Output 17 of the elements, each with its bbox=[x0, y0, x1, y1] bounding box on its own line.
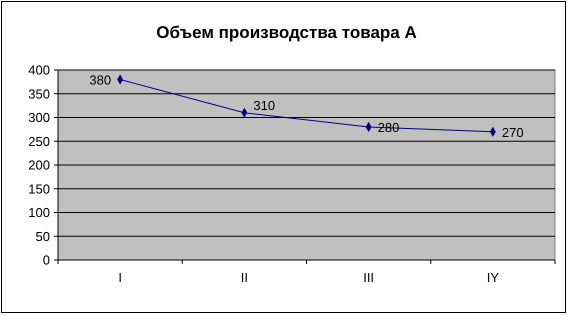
data-label: 270 bbox=[502, 124, 524, 140]
x-tick-label: I bbox=[118, 270, 122, 285]
y-tick-label: 0 bbox=[42, 252, 50, 268]
y-tick-label: 150 bbox=[28, 181, 50, 196]
x-tick-label: IY bbox=[486, 270, 500, 285]
x-tick-label: II bbox=[240, 270, 248, 285]
y-tick-label: 100 bbox=[28, 205, 50, 220]
data-label: 310 bbox=[253, 98, 276, 113]
y-tick-label: 350 bbox=[28, 86, 50, 102]
y-tick-label: 400 bbox=[28, 62, 50, 78]
y-tick-label: 250 bbox=[28, 134, 50, 149]
x-tick-label: III bbox=[363, 270, 374, 285]
y-tick-label: 300 bbox=[28, 110, 50, 125]
y-tick-label: 50 bbox=[36, 228, 50, 244]
y-tick-label: 200 bbox=[28, 158, 50, 172]
data-label: 380 bbox=[89, 72, 112, 88]
chart-title: Объем производства товара А bbox=[156, 23, 417, 42]
